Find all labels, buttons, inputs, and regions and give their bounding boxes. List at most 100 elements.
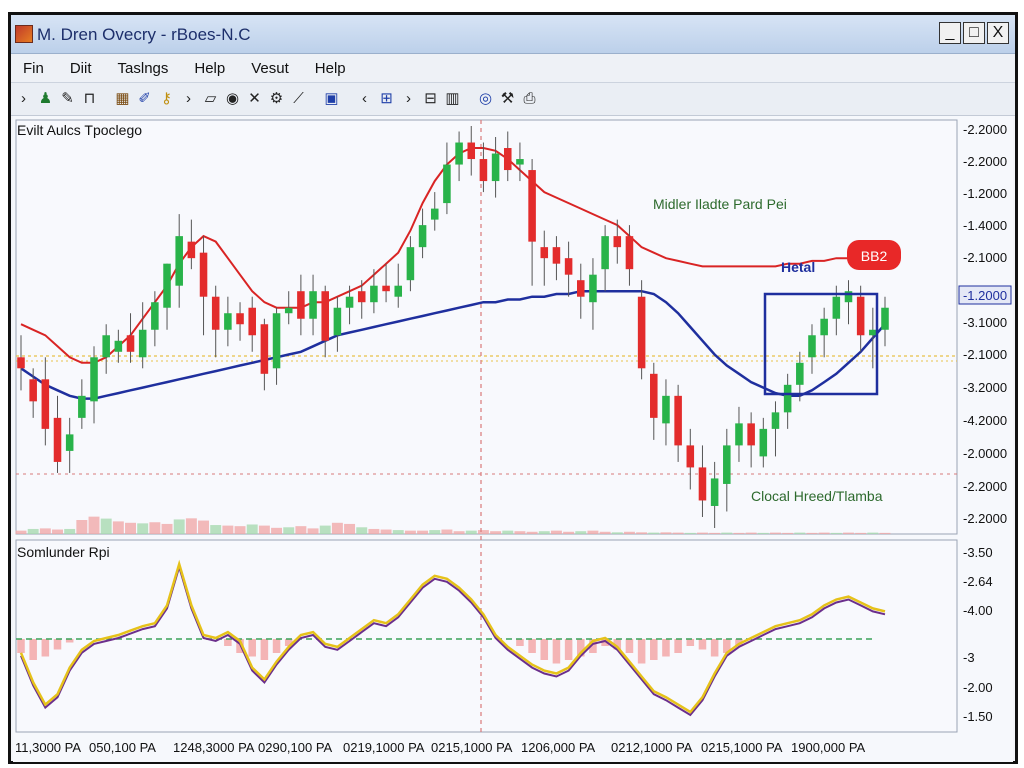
indicator-axis-label: -4.00 xyxy=(963,603,993,618)
histogram-bar xyxy=(224,639,232,646)
indicator-panel[interactable] xyxy=(15,539,958,733)
volume-bar xyxy=(64,528,76,534)
candle-body xyxy=(503,148,512,171)
menu-help[interactable]: Help xyxy=(194,59,226,77)
candle-body xyxy=(589,274,597,303)
price-badge[interactable] xyxy=(847,240,901,270)
indicator-axis-label: -3.50 xyxy=(963,545,993,560)
candle-body xyxy=(698,467,707,501)
grid-icon[interactable]: ⊟ xyxy=(424,90,437,107)
candle-body xyxy=(747,423,755,446)
candle-body xyxy=(455,142,463,165)
histogram-bar xyxy=(260,639,269,660)
candle-body xyxy=(467,142,476,160)
histogram-bar xyxy=(698,639,707,650)
candle-body xyxy=(199,252,208,297)
candle-body xyxy=(723,445,731,484)
candle-body xyxy=(528,170,536,242)
indicator-axis-label: -3 xyxy=(963,650,975,665)
volume-bar xyxy=(441,529,453,534)
chevron-icon[interactable]: › xyxy=(186,90,191,107)
candle-body xyxy=(175,236,183,286)
candle-body xyxy=(345,296,354,308)
main-panel[interactable] xyxy=(15,119,958,535)
candle-body xyxy=(418,225,427,248)
circle-icon[interactable]: ◉ xyxy=(225,90,240,107)
volume-bar xyxy=(599,531,611,534)
globe-icon[interactable]: ◎ xyxy=(478,90,493,107)
menu-bar: Fin Diit Taslngs Help Vesut Help xyxy=(11,54,1015,83)
volume-bar xyxy=(818,532,830,534)
indicator-axis-label: -2.00 xyxy=(963,680,993,695)
candle-body xyxy=(126,335,135,352)
candle-body xyxy=(394,285,403,297)
trading-chart[interactable]: -2.2000 -2.2000 -1.2000 -1.4000 -2.1000 -3.10… xyxy=(13,116,1013,762)
volume-bar xyxy=(855,532,867,534)
volume-bar xyxy=(210,525,222,534)
volume-bar xyxy=(258,525,270,534)
key-icon[interactable]: ⚷ xyxy=(161,90,172,107)
menu-settings[interactable]: Taslngs xyxy=(117,59,169,77)
arrow-icon[interactable]: › xyxy=(21,90,26,107)
tools-icon[interactable]: ⚒ xyxy=(500,90,515,107)
print-icon[interactable]: ⎙ xyxy=(523,90,536,107)
back-icon[interactable]: ‹ xyxy=(362,90,367,107)
candle-body xyxy=(151,302,159,330)
zoom-icon[interactable]: ⊞ xyxy=(380,90,393,107)
menu-edit[interactable]: Diit xyxy=(69,59,92,77)
price-axis-label: -1.2000 xyxy=(963,186,1007,201)
candle-body xyxy=(41,379,50,429)
candle-body xyxy=(710,478,719,506)
candle-body xyxy=(674,395,682,446)
histogram-bar xyxy=(662,639,670,657)
time-axis-label: 0215,1000 PA xyxy=(701,740,783,755)
app-logo-icon xyxy=(15,25,33,43)
volume-bar xyxy=(514,531,526,534)
candles xyxy=(17,126,889,528)
screen-icon[interactable]: ▣ xyxy=(324,90,339,107)
histogram-bar xyxy=(710,639,719,657)
cross-icon[interactable]: ✕ xyxy=(248,90,261,107)
chart-area[interactable]: -2.2000 -2.2000 -1.2000 -1.4000 -2.1000 -3.10… xyxy=(13,116,1013,762)
candle-body xyxy=(53,417,62,462)
volume-bar xyxy=(587,530,599,534)
current-price-label: -1.2000 xyxy=(963,288,1007,303)
next-icon[interactable]: › xyxy=(406,90,411,107)
bars-icon[interactable]: ▥ xyxy=(445,90,460,107)
candle-body xyxy=(187,241,196,259)
histogram-bar xyxy=(625,639,634,653)
pencil-icon[interactable]: ✎ xyxy=(61,90,74,107)
minimize-button[interactable]: _ xyxy=(939,22,961,44)
volume-bars xyxy=(15,516,891,534)
person-icon[interactable]: ♟ xyxy=(38,90,53,107)
volume-bar xyxy=(550,530,562,534)
volume-bar xyxy=(173,519,185,534)
close-button[interactable]: X xyxy=(987,22,1009,44)
menu-view[interactable]: Vesut xyxy=(251,59,289,77)
volume-bar xyxy=(721,532,733,534)
gear-icon[interactable]: ⚙ xyxy=(269,90,284,107)
volume-bar xyxy=(733,532,745,534)
bracket-icon[interactable]: ⊓ xyxy=(83,90,96,107)
maximize-button[interactable]: □ xyxy=(963,22,985,44)
volume-bar xyxy=(745,532,757,534)
chart-icon[interactable]: ▦ xyxy=(115,90,130,107)
time-axis-label: 0219,1000 PA xyxy=(343,740,425,755)
candle-body xyxy=(163,263,171,308)
histogram-bar xyxy=(552,639,561,664)
volume-bar xyxy=(636,532,648,534)
candle-body xyxy=(430,208,439,220)
histogram-bar xyxy=(528,639,536,653)
candle-body xyxy=(224,313,232,330)
rectangle-icon[interactable]: ▱ xyxy=(204,90,217,107)
volume-bar xyxy=(88,516,100,534)
time-axis-label: 0212,1000 PA xyxy=(611,740,693,755)
menu-help-2[interactable]: Help xyxy=(314,59,346,77)
volume-bar xyxy=(794,532,806,534)
volume-bar xyxy=(76,520,88,534)
brush-icon[interactable]: ✐ xyxy=(138,90,151,107)
volume-bar xyxy=(453,531,465,534)
selection-box[interactable] xyxy=(763,292,879,396)
menu-file[interactable]: Fin xyxy=(23,59,44,77)
line-icon[interactable]: ⟋ xyxy=(293,90,304,107)
